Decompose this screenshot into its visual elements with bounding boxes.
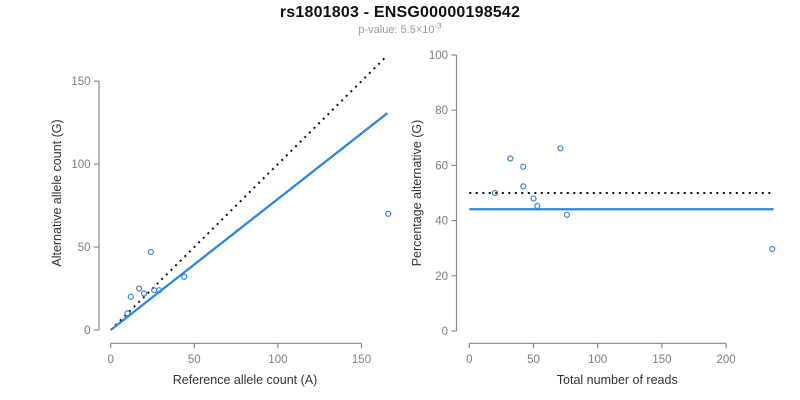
x-axis-title: Total number of reads xyxy=(557,373,678,387)
data-point xyxy=(769,245,776,253)
data-point xyxy=(520,163,527,170)
y-tick-label: 80 xyxy=(435,105,448,117)
data-point xyxy=(151,287,158,294)
x-tick-label: 50 xyxy=(188,354,201,366)
x-tick-label: 150 xyxy=(652,354,671,366)
data-point xyxy=(534,202,541,210)
data-point xyxy=(147,248,154,256)
line-layer xyxy=(109,55,389,331)
data-point xyxy=(124,310,131,317)
y-tick-label: 20 xyxy=(435,271,448,283)
y-tick-label: 0 xyxy=(442,326,448,338)
y-tick-label: 50 xyxy=(78,242,91,254)
panel-right: 0 50 100 150 200 0 20 40 60 80 100 Total number of … xyxy=(410,50,776,387)
x-axis-title: Reference allele count (A) xyxy=(173,373,318,387)
regression-line xyxy=(109,112,389,331)
data-point xyxy=(127,293,134,300)
data-point xyxy=(530,195,537,202)
y-tick-label: 100 xyxy=(429,50,448,62)
y-tick-label: 150 xyxy=(71,76,90,88)
data-point xyxy=(557,145,564,152)
data-point xyxy=(507,155,514,162)
data-point xyxy=(181,273,188,281)
data-point xyxy=(563,211,570,218)
pvalue-text: p-value: 5.5×10 xyxy=(358,24,435,36)
x-tick-label: 0 xyxy=(107,354,113,366)
pvalue-exponent: -3 xyxy=(434,21,442,31)
panel-left: 0 50 100 150 0 50 100 150 Reference allele count… xyxy=(50,55,392,387)
data-point xyxy=(156,287,163,294)
data-point xyxy=(136,285,143,292)
y-tick-label: 60 xyxy=(435,160,448,172)
data-point xyxy=(520,183,527,190)
plot-subtitle: p-value: 5.5×10-3 xyxy=(0,21,800,36)
data-point xyxy=(385,210,392,217)
x-tick-label: 150 xyxy=(352,354,371,366)
data-point xyxy=(491,189,499,197)
x-tick-label: 0 xyxy=(466,354,472,366)
line-layer xyxy=(469,192,774,211)
x-tick-label: 100 xyxy=(268,354,287,366)
y-axis-title: Percentage alternative (G) xyxy=(410,120,424,267)
y-tick-label: 0 xyxy=(84,325,90,337)
plot-title: rs1801803 - ENSG00000198542 xyxy=(279,4,521,21)
y-axis-title: Alternative allele count (G) xyxy=(50,119,64,266)
y-tick-label: 100 xyxy=(71,159,90,171)
data-point xyxy=(141,290,148,297)
x-tick-label: 200 xyxy=(717,354,736,366)
y-tick-label: 40 xyxy=(435,216,448,228)
x-tick-label: 50 xyxy=(527,354,540,366)
x-tick-label: 100 xyxy=(588,354,607,366)
